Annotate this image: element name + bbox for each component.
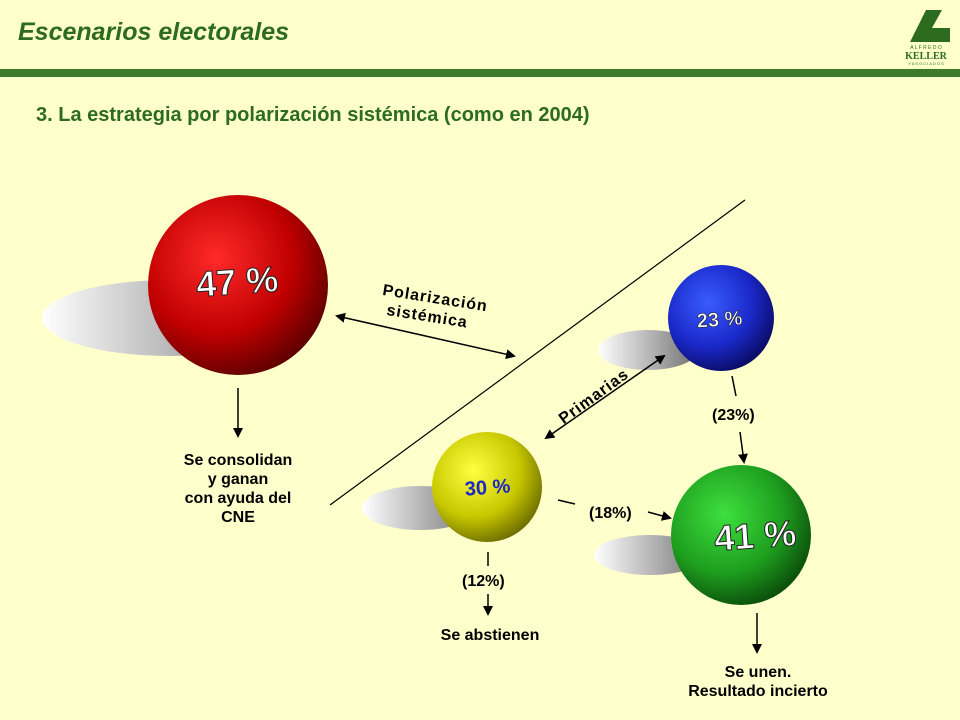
logo-name-text: KELLER (905, 51, 947, 62)
yellow-to-green-arrow (647, 511, 672, 521)
flow-23-label: (23%) (712, 407, 755, 424)
unite-text: Se unen. Resultado incierto (668, 663, 848, 701)
consolidate-line: y ganan (207, 471, 269, 488)
keller-logo: A L F R E D O KELLER Y A S O C I A D O S (905, 10, 950, 66)
yellow-bubble (432, 432, 542, 542)
separator-line (329, 199, 746, 506)
logo-bottom-text: Y A S O C I A D O S (908, 61, 944, 66)
consolidate-line: con ayuda del (184, 490, 292, 507)
flow-18-label: (18%) (589, 505, 632, 522)
blue-bubble (668, 265, 774, 371)
green-bubble-label: 41 % (713, 512, 798, 559)
consolidate-text: Se consolidan y ganan con ayuda del CNE (168, 451, 308, 527)
green-bubble (671, 465, 811, 605)
blue-down-line (731, 375, 737, 397)
page-header-title: Escenarios electorales (18, 18, 289, 46)
consolidate-line: CNE (221, 509, 255, 526)
blue-to-green-arrow (737, 431, 748, 464)
unite-line: Resultado incierto (688, 683, 828, 700)
red-bubble-label: 47 % (195, 258, 280, 305)
polarization-arrow (335, 312, 516, 360)
header-divider (0, 69, 960, 77)
logo-mark-icon (910, 10, 950, 42)
logo-top-text: A L F R E D O (910, 45, 942, 51)
yellow-bubble-label: 30 % (464, 475, 511, 500)
yellow-right-line (557, 499, 576, 505)
unite-line: Se unen. (724, 664, 792, 681)
consolidate-line: Se consolidan (183, 452, 293, 469)
blue-bubble-label: 23 % (696, 307, 743, 332)
primaries-arrow (544, 354, 666, 440)
flow-12-label: (12%) (462, 573, 505, 590)
abstain-text: Se abstienen (440, 627, 540, 644)
slide-subtitle: 3. La estrategia por polarización sistém… (36, 104, 590, 126)
red-bubble (148, 195, 328, 375)
